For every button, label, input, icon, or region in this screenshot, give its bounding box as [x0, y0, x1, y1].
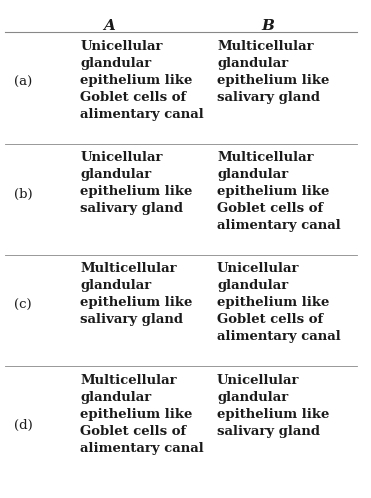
Text: Unicellular
glandular
epithelium like
salivary gland: Unicellular glandular epithelium like sa… — [81, 151, 193, 215]
Text: (c): (c) — [14, 299, 32, 312]
Text: Multicellular
glandular
epithelium like
Goblet cells of
alimentary canal: Multicellular glandular epithelium like … — [81, 374, 204, 455]
Text: (b): (b) — [14, 188, 32, 201]
Text: Unicellular
glandular
epithelium like
Goblet cells of
alimentary canal: Unicellular glandular epithelium like Go… — [217, 262, 341, 344]
Text: Unicellular
glandular
epithelium like
Goblet cells of
alimentary canal: Unicellular glandular epithelium like Go… — [81, 39, 204, 121]
Text: (d): (d) — [14, 419, 32, 432]
Text: Multicellular
glandular
epithelium like
Goblet cells of
alimentary canal: Multicellular glandular epithelium like … — [217, 151, 341, 232]
Text: A: A — [103, 19, 115, 33]
Text: Unicellular
glandular
epithelium like
salivary gland: Unicellular glandular epithelium like sa… — [217, 374, 329, 438]
Text: (a): (a) — [14, 76, 32, 89]
Text: Multicellular
glandular
epithelium like
salivary gland: Multicellular glandular epithelium like … — [217, 39, 329, 104]
Text: B: B — [261, 19, 274, 33]
Text: Multicellular
glandular
epithelium like
salivary gland: Multicellular glandular epithelium like … — [81, 262, 193, 326]
